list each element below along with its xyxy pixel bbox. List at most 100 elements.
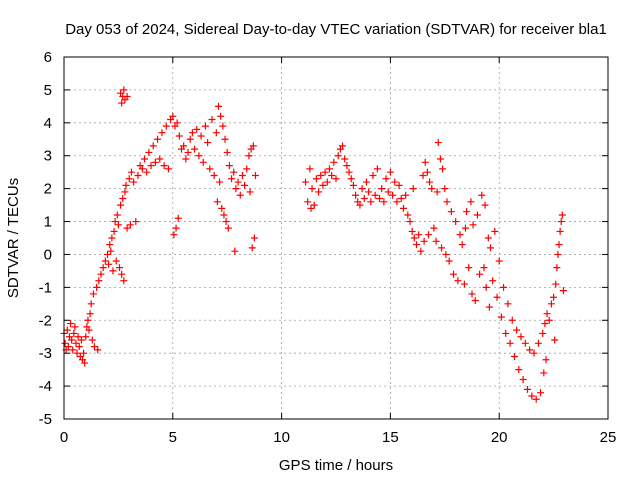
data-point [130, 178, 138, 186]
data-point [409, 185, 417, 193]
data-point [367, 198, 375, 206]
data-point [408, 227, 416, 235]
data-point [528, 392, 536, 400]
data-point [436, 155, 444, 163]
data-point [504, 300, 512, 308]
data-point [64, 343, 72, 351]
data-point [184, 148, 192, 156]
data-point [234, 178, 242, 186]
data-point [151, 158, 159, 166]
data-point [430, 224, 438, 232]
data-point [323, 178, 331, 186]
data-point [420, 237, 428, 245]
data-point [386, 168, 394, 176]
data-point [169, 112, 177, 120]
data-point [70, 329, 78, 337]
data-point [534, 339, 542, 347]
data-point [347, 175, 355, 183]
data-point [119, 195, 127, 203]
data-point [160, 162, 168, 170]
data-point [114, 221, 122, 229]
data-point [216, 178, 224, 186]
data-point [497, 313, 505, 321]
data-point [73, 349, 81, 357]
data-point [539, 329, 547, 337]
y-tick-label: 4 [44, 115, 52, 132]
data-point [80, 349, 88, 357]
data-point [397, 195, 405, 203]
data-point [473, 211, 481, 219]
data-point [117, 201, 125, 209]
data-point [341, 155, 349, 163]
data-point [432, 237, 440, 245]
data-point [502, 329, 510, 337]
data-point [99, 264, 107, 272]
data-point [559, 287, 567, 295]
data-point [95, 277, 103, 285]
data-point [204, 139, 212, 147]
data-point [90, 343, 98, 351]
data-point [236, 191, 244, 199]
data-point [384, 188, 392, 196]
data-point [423, 168, 431, 176]
data-point [173, 119, 181, 127]
data-point [506, 339, 514, 347]
data-point [551, 336, 559, 344]
data-point [212, 129, 220, 137]
data-point [317, 171, 325, 179]
data-point [478, 191, 486, 199]
data-point [371, 191, 379, 199]
x-tick-label: 25 [600, 429, 617, 446]
data-point [93, 283, 101, 291]
data-point [521, 339, 529, 347]
data-point [89, 290, 97, 298]
data-point [332, 175, 340, 183]
data-point [162, 122, 170, 130]
data-point [433, 188, 441, 196]
data-point [138, 165, 146, 173]
data-point [304, 198, 312, 206]
data-point [476, 270, 484, 278]
data-point [310, 201, 318, 209]
data-point [382, 175, 390, 183]
data-point [145, 148, 153, 156]
data-point [532, 395, 540, 403]
data-point [220, 211, 228, 219]
data-point [553, 264, 561, 272]
data-point [126, 221, 134, 229]
data-point [389, 191, 397, 199]
x-tick-label: 0 [60, 429, 68, 446]
data-point [132, 218, 140, 226]
data-point [321, 168, 329, 176]
x-tick-labels: 0 5 10 15 20 25 [60, 429, 617, 446]
data-point [306, 165, 314, 173]
data-point [219, 122, 227, 130]
data-point [552, 280, 560, 288]
data-point [250, 234, 258, 242]
data-point [508, 316, 516, 324]
data-point [88, 336, 96, 344]
data-point [395, 181, 403, 189]
data-point [343, 162, 351, 170]
data-point [302, 178, 310, 186]
data-point [315, 188, 323, 196]
y-tick-label: 1 [44, 214, 52, 231]
chart-title: Day 053 of 2024, Sidereal Day-to-day VTE… [65, 21, 607, 38]
data-point [493, 293, 501, 301]
plot-frame [63, 56, 609, 420]
data-point [213, 198, 221, 206]
data-point [402, 191, 410, 199]
data-point [149, 142, 157, 150]
data-point [221, 135, 229, 143]
y-tick-label: 2 [44, 181, 52, 198]
data-point [188, 129, 196, 137]
data-point [248, 244, 256, 252]
data-point [542, 356, 550, 364]
data-point [208, 116, 216, 124]
data-point [543, 310, 551, 318]
data-point [442, 250, 450, 258]
data-point [170, 231, 178, 239]
data-point [118, 270, 126, 278]
y-tick-label: 0 [44, 246, 52, 263]
